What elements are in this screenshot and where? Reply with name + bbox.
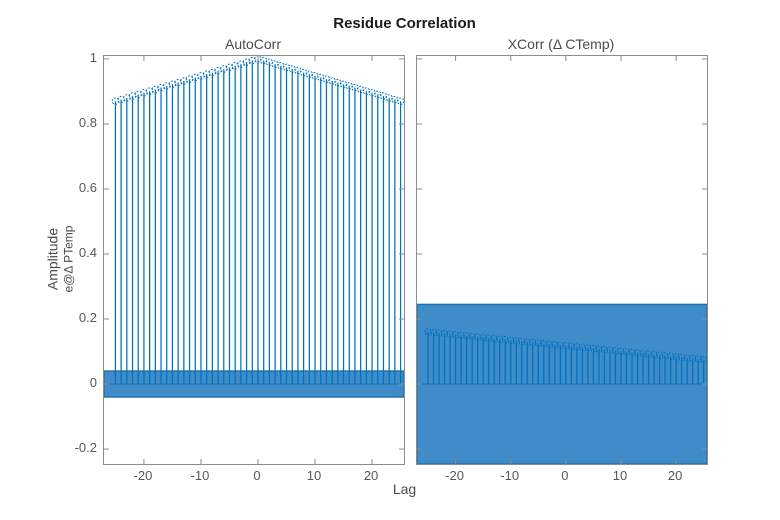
x-axis-label: Lag	[392, 481, 417, 497]
x-tick-label: -10	[190, 468, 210, 483]
tick-marks	[104, 56, 404, 464]
x-tick-label: 10	[612, 468, 628, 483]
xcorr-plot-area	[416, 55, 708, 465]
x-tick-label: -20	[445, 468, 464, 483]
x-tick-label: 20	[363, 468, 379, 483]
xcorr-subplot-title: XCorr (Δ CTemp)	[507, 36, 615, 52]
x-tick-label: 0	[561, 468, 569, 483]
y-tick-label: 0.4	[78, 244, 97, 260]
x-tick-label: -20	[133, 468, 153, 483]
stem-markers	[111, 56, 404, 105]
x-tick-label: 20	[667, 468, 683, 483]
x-tick-label: 10	[306, 468, 322, 483]
y-tick-label: 0.2	[78, 310, 97, 325]
figure-title: Residue Correlation	[333, 15, 476, 32]
x-tick-label: -10	[500, 468, 520, 483]
autocorr-plot-area	[103, 55, 405, 465]
stem-markers	[424, 328, 707, 364]
stems	[114, 58, 402, 385]
autocorr-subplot-title: AutoCorr	[224, 36, 282, 52]
y-tick-label: 1	[89, 49, 97, 65]
tick-marks	[417, 56, 707, 464]
stems	[427, 332, 705, 385]
y-tick-label: -0.2	[74, 440, 97, 456]
x-tick-label: 0	[253, 468, 261, 483]
y-tick-label: 0.8	[78, 114, 97, 130]
y-tick-label: 0	[89, 375, 97, 391]
y-tick-label: 0.6	[78, 179, 97, 195]
